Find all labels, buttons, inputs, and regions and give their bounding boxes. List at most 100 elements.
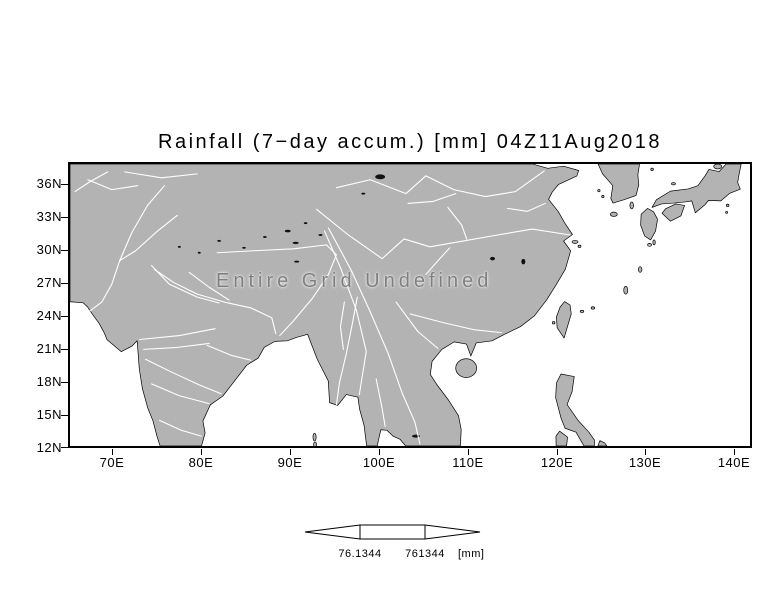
hainan-island: [455, 358, 477, 378]
lat-tick-label-15n: 15N: [36, 407, 62, 422]
korean-peninsula: [597, 164, 640, 204]
lat-tick-mark: [61, 415, 68, 416]
lat-tick-label-27n: 27N: [36, 275, 62, 290]
ishigaki-island: [579, 309, 585, 313]
samar-island: [597, 440, 608, 446]
river-yangtze: [316, 208, 571, 260]
lake-speck-8: [303, 222, 308, 225]
yakushima-island: [647, 243, 652, 247]
river-mekong: [327, 227, 421, 445]
colorbar-shape-svg: [304, 524, 481, 540]
lat-tick-label-33n: 33N: [36, 209, 62, 224]
river-chindwin: [339, 301, 345, 350]
lat-tick-mark: [61, 316, 68, 317]
river-central-asia-1: [87, 179, 139, 191]
lake-speck-7: [177, 245, 181, 248]
lake-namtso: [292, 241, 299, 245]
river-tapti: [143, 342, 210, 350]
river-yellow: [335, 170, 545, 198]
river-han-shui: [447, 206, 468, 240]
lon-tick-mark: [645, 449, 646, 455]
lon-tick-label-110e: 110E: [452, 455, 484, 470]
colorbar-unit-label: [mm]: [458, 548, 485, 560]
lat-tick-mark: [61, 184, 68, 185]
mindoro-island: [555, 430, 568, 446]
river-godavari: [145, 358, 222, 395]
lake-speck-6: [197, 251, 201, 254]
lake-dongting: [490, 256, 495, 261]
river-huai: [506, 202, 546, 212]
mainland-asia: [70, 164, 579, 446]
river-xi-pearl: [409, 313, 503, 334]
lon-tick-label-130e: 130E: [628, 455, 662, 470]
river-cauvery: [158, 419, 202, 437]
amami-island: [638, 266, 643, 273]
lake-speck-5: [318, 234, 323, 236]
lake-speck-2: [242, 246, 246, 249]
map-frame: Entire Grid Undefined: [68, 162, 752, 448]
plot-title: Rainfall (7−day accum.) [mm] 04Z11Aug201…: [158, 131, 662, 153]
lakes-group: [177, 174, 526, 438]
lake-speck-1: [361, 192, 366, 195]
river-wei: [407, 193, 457, 204]
river-tarim: [124, 171, 198, 179]
izu-islet-2: [725, 210, 728, 214]
lat-tick-mark: [61, 283, 68, 284]
miyako-island: [590, 306, 596, 310]
lon-tick-mark: [557, 449, 558, 455]
river-salween: [323, 230, 367, 396]
lat-tick-label-36n: 36N: [36, 176, 62, 191]
oki-island: [671, 182, 676, 186]
lon-tick-mark: [112, 449, 113, 455]
penghu-islet: [552, 321, 556, 325]
lat-tick-mark: [61, 217, 68, 218]
tsushima-island: [629, 201, 634, 210]
korea-west-islet-1: [597, 189, 601, 193]
lon-tick-mark: [468, 449, 469, 455]
zhoushan-islet: [577, 244, 582, 248]
shikoku-island: [661, 203, 685, 222]
river-central-asia-2: [74, 171, 109, 193]
colorbar-shape: [304, 524, 481, 540]
land-group: [70, 164, 742, 446]
colorbar-value-right: 761344: [405, 548, 445, 560]
andaman-island-south: [313, 441, 317, 446]
river-ganges: [153, 268, 277, 335]
colorbar-value-left: 76.1344: [338, 548, 382, 560]
lake-speck-3: [217, 239, 221, 242]
river-red: [395, 301, 439, 349]
lake-qinghai: [375, 174, 386, 180]
lake-yamdrok: [294, 260, 300, 263]
basemap-svg: [70, 164, 750, 446]
lat-tick-label-30n: 30N: [36, 242, 62, 257]
honshu-island: [651, 164, 742, 214]
river-yamuna: [150, 265, 220, 304]
river-krishna: [150, 383, 210, 405]
colorbar: [298, 521, 488, 543]
lon-tick-label-70e: 70E: [99, 455, 125, 470]
lake-poyang: [521, 258, 526, 265]
lon-tick-label-140e: 140E: [717, 455, 751, 470]
lat-tick-mark: [61, 382, 68, 383]
lon-tick-mark: [734, 449, 735, 455]
andaman-island-north: [312, 432, 317, 442]
lat-tick-label-18n: 18N: [36, 374, 62, 389]
river-brahmaputra: [216, 244, 337, 337]
lon-tick-mark: [379, 449, 380, 455]
lat-tick-label-12n: 12N: [36, 440, 62, 455]
kyushu-island: [640, 208, 658, 241]
lon-tick-label-100e: 100E: [362, 455, 396, 470]
lon-tick-mark: [201, 449, 202, 455]
okinawa-island: [623, 285, 629, 295]
river-mahanadi: [206, 344, 252, 361]
luzon-island: [555, 373, 595, 446]
lat-tick-label-21n: 21N: [36, 341, 62, 356]
river-irrawaddy: [335, 296, 358, 406]
rivers-group: [74, 170, 571, 445]
lat-tick-mark: [61, 349, 68, 350]
zhoushan-island: [571, 240, 579, 244]
ulleung-island: [650, 167, 654, 172]
lon-tick-mark: [290, 449, 291, 455]
grid-undefined-message: Entire Grid Undefined: [216, 270, 493, 292]
